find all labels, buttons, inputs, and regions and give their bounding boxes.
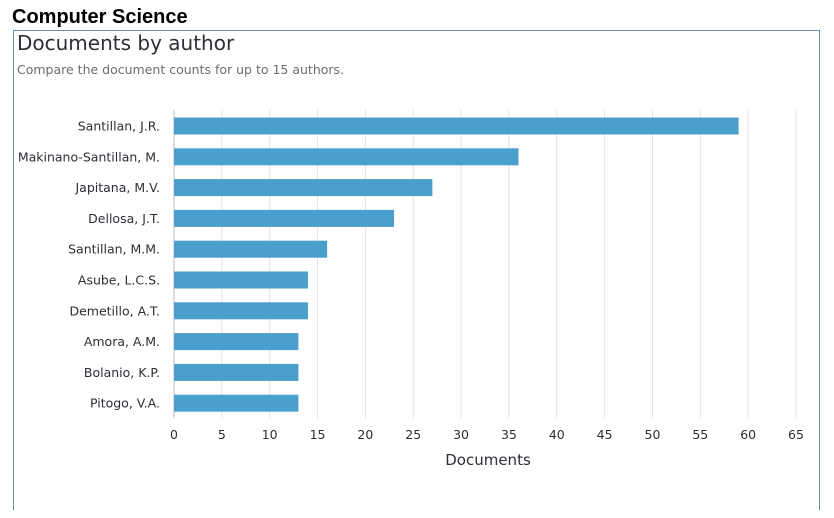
category-label: Bolanio, K.P. <box>84 365 160 380</box>
bar <box>174 240 328 258</box>
x-tick-label: 65 <box>788 427 804 442</box>
category-label: Makinano-Santillan, M. <box>18 149 160 164</box>
bar <box>174 271 308 289</box>
bar <box>174 117 739 135</box>
category-label: Japitana, M.V. <box>74 180 160 195</box>
category-label: Amora, A.M. <box>84 334 160 349</box>
bar <box>174 179 433 197</box>
bar <box>174 209 395 227</box>
chart-panel <box>13 30 820 510</box>
category-label: Santillan, M.M. <box>68 242 160 257</box>
x-tick-label: 35 <box>501 427 517 442</box>
x-tick-label: 60 <box>740 427 756 442</box>
x-tick-label: 50 <box>645 427 661 442</box>
bar <box>174 394 299 412</box>
x-tick-label: 5 <box>218 427 226 442</box>
bar <box>174 148 519 166</box>
category-label: Santillan, J.R. <box>78 119 160 134</box>
x-tick-label: 15 <box>310 427 326 442</box>
bar <box>174 333 299 351</box>
x-tick-label: 40 <box>549 427 565 442</box>
bar <box>174 363 299 381</box>
category-label: Dellosa, J.T. <box>88 211 160 226</box>
page-heading: Computer Science <box>12 6 188 28</box>
x-axis-title: Documents <box>445 451 531 469</box>
x-tick-label: 0 <box>170 427 178 442</box>
category-label: Demetillo, A.T. <box>69 303 160 318</box>
x-tick-label: 45 <box>597 427 613 442</box>
category-label: Pitogo, V.A. <box>90 396 160 411</box>
bar <box>174 302 308 320</box>
x-tick-label: 25 <box>405 427 421 442</box>
category-label: Asube, L.C.S. <box>78 273 160 288</box>
x-tick-label: 55 <box>692 427 708 442</box>
chart-subtitle: Compare the document counts for up to 15… <box>17 62 345 77</box>
x-tick-label: 10 <box>262 427 278 442</box>
chart-title: Documents by author <box>17 31 235 55</box>
x-tick-label: 30 <box>453 427 469 442</box>
x-tick-label: 20 <box>357 427 373 442</box>
